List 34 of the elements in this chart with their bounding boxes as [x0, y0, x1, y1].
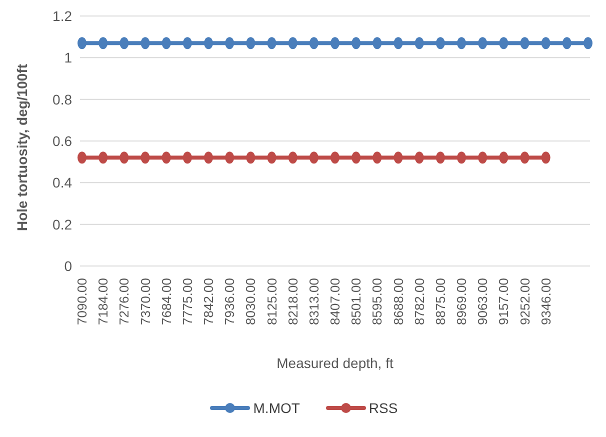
x-tick-label: 8313.00	[306, 278, 322, 325]
x-tick-label: 8688.00	[390, 278, 406, 325]
x-tick-label: 8218.00	[285, 278, 300, 325]
y-tick-label: 0.4	[52, 174, 72, 191]
x-tick-label: 8501.00	[348, 278, 364, 325]
x-tick-label: 8125.00	[264, 278, 280, 325]
y-tick-label: 0.8	[52, 91, 72, 108]
x-tick-label: 7684.00	[158, 278, 174, 325]
x-tick-label: 7090.00	[74, 278, 90, 325]
y-tick-label: 0.6	[52, 132, 72, 149]
x-tick-label: 8407.00	[328, 278, 342, 325]
x-tick-label: 7936.00	[222, 278, 238, 325]
x-tick-label: 8030.00	[243, 278, 258, 325]
x-tick-label: 9063.00	[475, 278, 490, 325]
x-tick-label: 9252.00	[517, 278, 532, 325]
y-tick-label: 1	[64, 50, 72, 66]
x-tick-label: 9346.00	[538, 278, 554, 325]
x-tick-label: 7775.00	[180, 278, 195, 325]
x-tick-label: 8782.00	[412, 278, 427, 325]
x-tick-label: 8875.00	[432, 278, 448, 325]
y-tick-label: 0.2	[52, 216, 72, 232]
x-tick-label: 7370.00	[138, 278, 153, 325]
x-tick-label: 7842.00	[201, 278, 216, 325]
x-tick-label: 7276.00	[116, 278, 132, 325]
y-axis-title: Hole tortuosity, deg/100ft	[14, 64, 30, 231]
legend-label: RSS	[368, 400, 398, 416]
x-tick-label: 8969.00	[454, 278, 469, 325]
y-tick-label: 0	[64, 258, 72, 274]
y-tick-label: 1.2	[52, 8, 72, 24]
legend-label: M.MOT	[252, 400, 300, 416]
x-tick-label: 7184.00	[96, 278, 111, 325]
x-tick-label: 9157.00	[496, 278, 512, 325]
x-tick-label: 8595.00	[370, 278, 385, 325]
x-axis-title: Measured depth, ft	[276, 355, 394, 371]
